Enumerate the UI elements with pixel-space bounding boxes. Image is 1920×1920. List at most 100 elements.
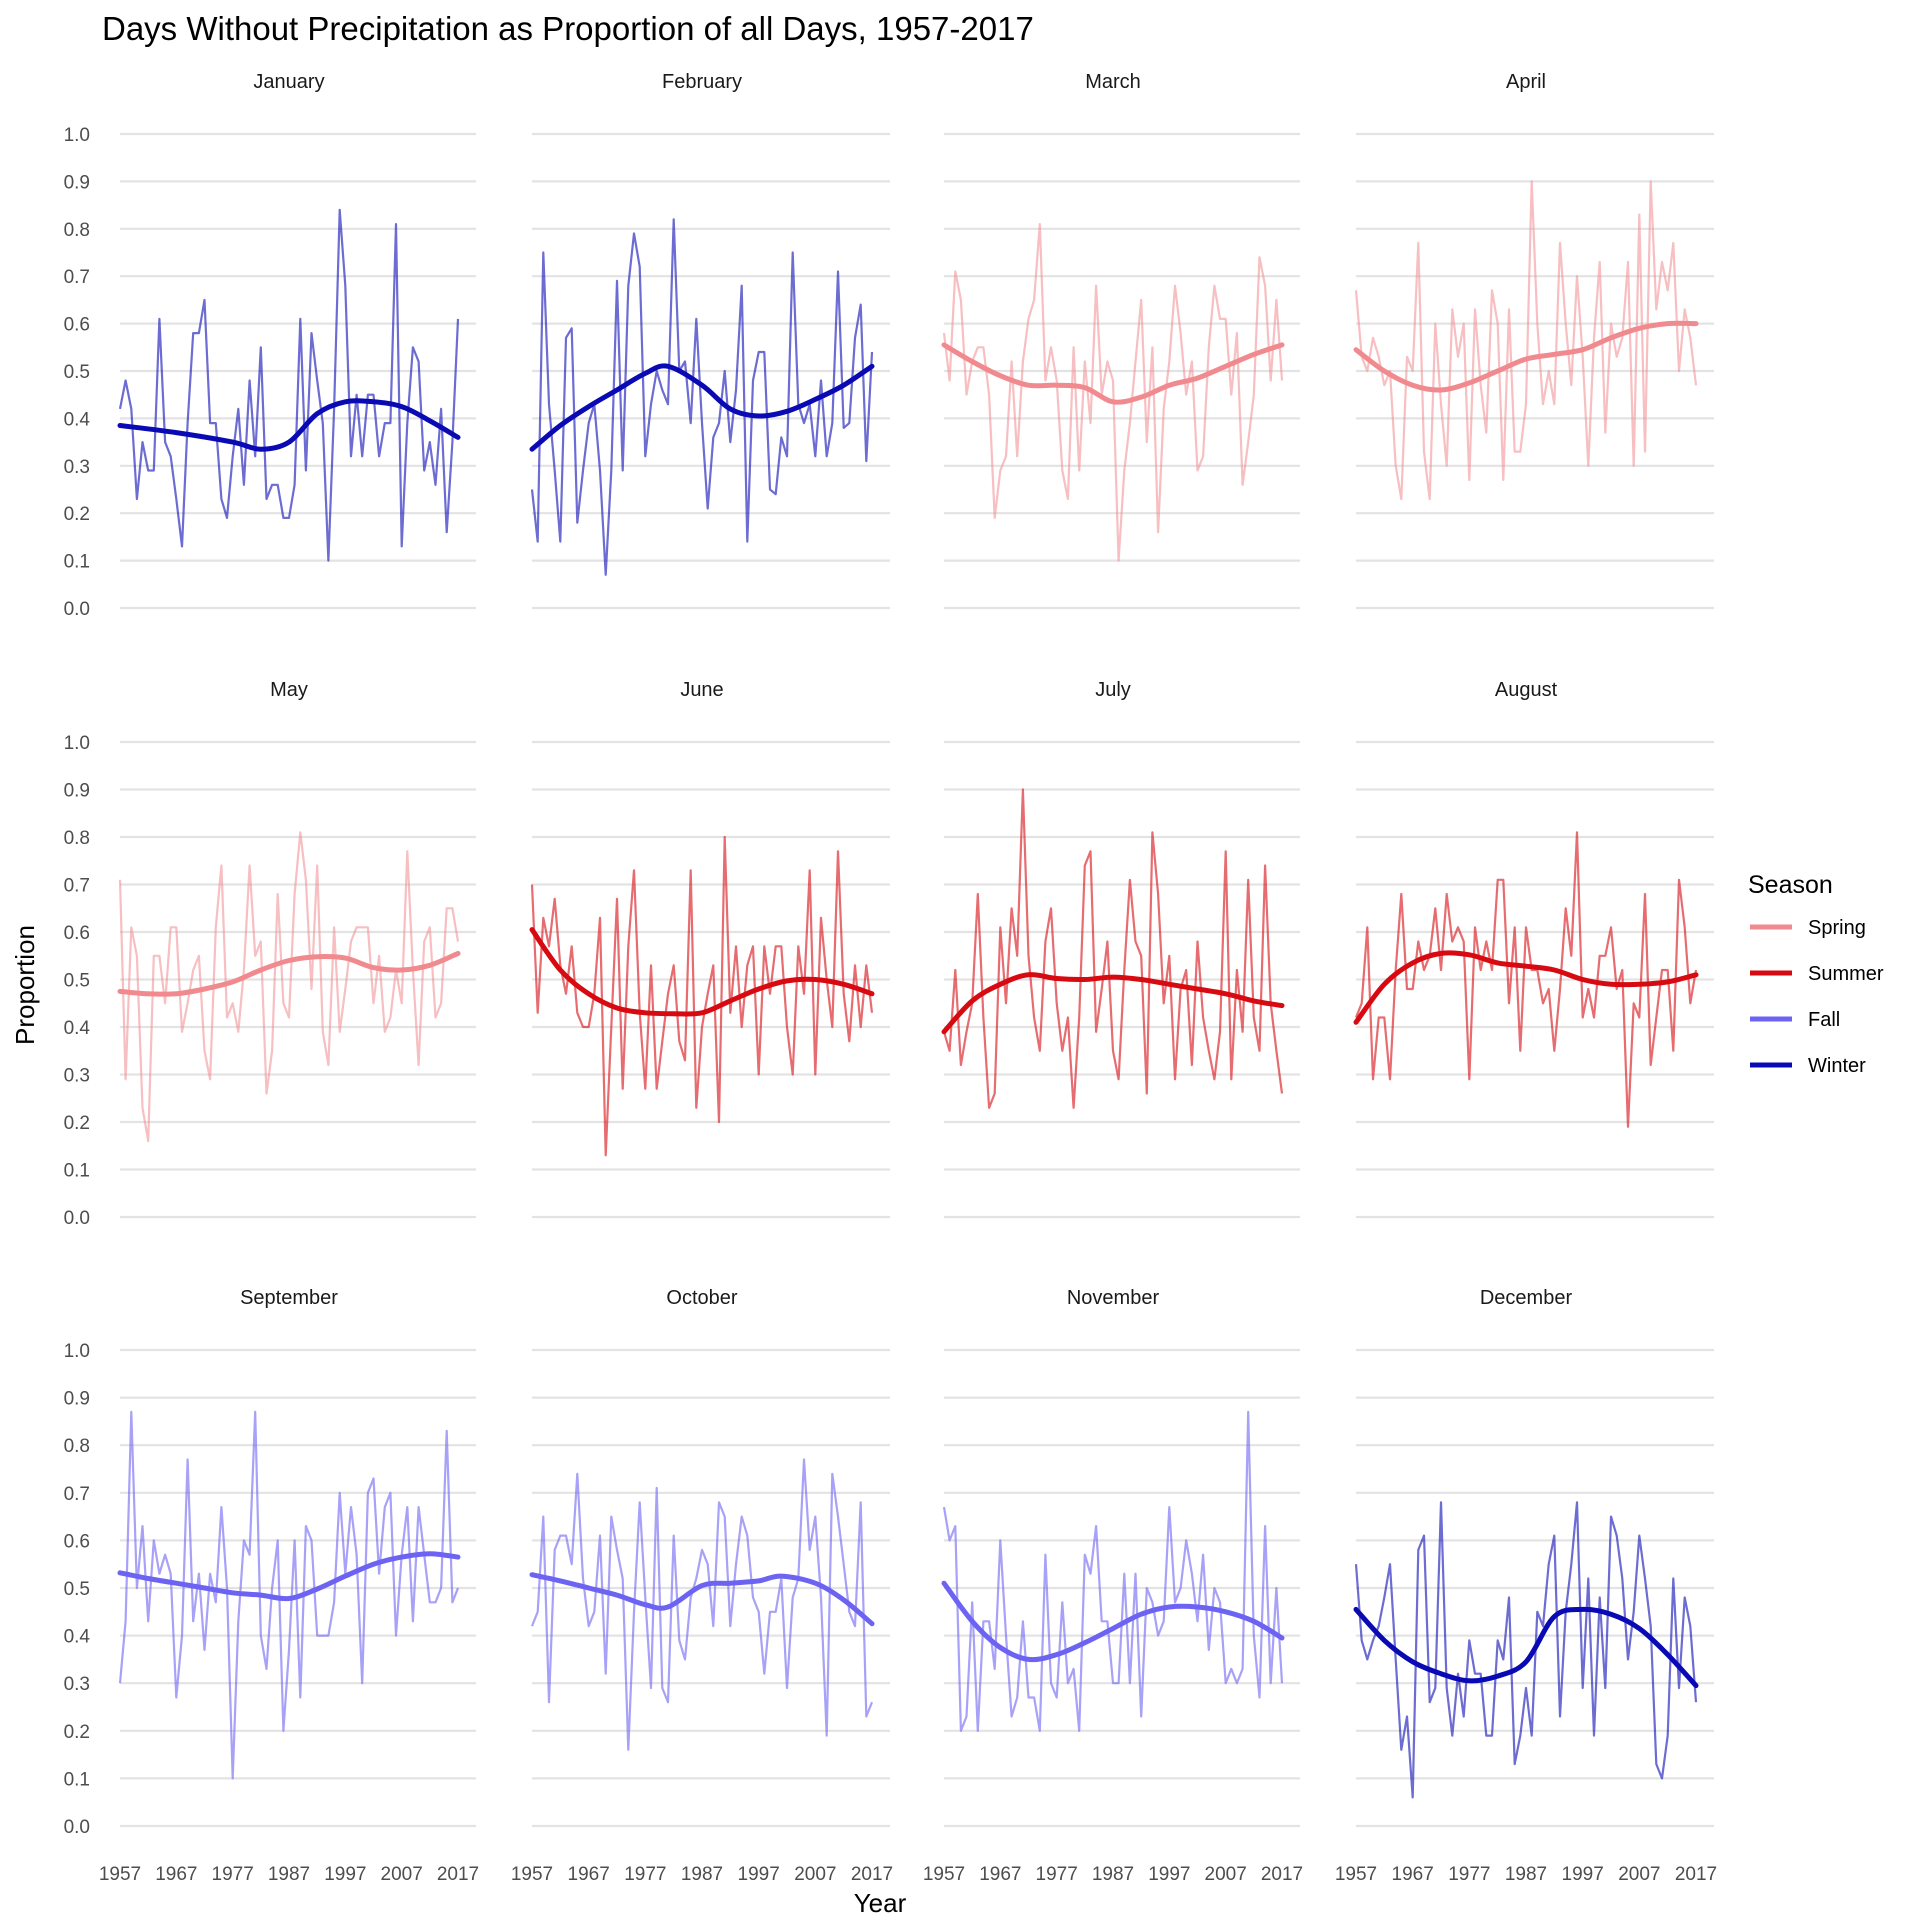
strip-label: August — [1495, 679, 1558, 701]
panels-layer: January 0.0 0.1 0.2 0.3 0.4 0.5 0.6 0.7 0.8 0.9 1.0… — [64, 71, 1718, 1885]
panel-october: October 1957 1967 1977 1987 1997 2007 2017 — [511, 1287, 893, 1885]
y-axis-title: Proportion — [10, 925, 40, 1045]
x-tick-label: 1997 — [324, 1864, 366, 1885]
x-tick-label: 2017 — [1261, 1864, 1303, 1885]
strip-label: June — [680, 679, 723, 701]
panel-april: April — [1353, 71, 1714, 610]
y-tick-label: 0.6 — [64, 1531, 90, 1552]
y-tick-label: 0.0 — [64, 1817, 90, 1838]
strip-label: April — [1506, 71, 1546, 93]
x-tick-label: 1967 — [1392, 1864, 1434, 1885]
trend-line — [529, 363, 875, 452]
y-tick-label: 0.7 — [64, 267, 90, 288]
x-tick-label: 1957 — [1335, 1864, 1377, 1885]
y-tick-label: 1.0 — [64, 1341, 90, 1362]
y-tick-label: 0.9 — [64, 172, 90, 193]
x-tick-label: 1987 — [1092, 1864, 1134, 1885]
trend-line — [1353, 950, 1699, 1025]
y-tick-label: 0.9 — [64, 781, 90, 802]
strip-label: November — [1067, 1287, 1160, 1309]
trend-line — [941, 972, 1285, 1035]
legend-title: Season — [1748, 871, 1833, 899]
strip-label: December — [1480, 1287, 1573, 1309]
x-tick-label: 2017 — [437, 1864, 479, 1885]
y-tick-label: 0.4 — [64, 409, 91, 430]
x-tick-label: 2007 — [1205, 1864, 1247, 1885]
x-tick-label: 2017 — [1675, 1864, 1717, 1885]
panel-january: January 0.0 0.1 0.2 0.3 0.4 0.5 0.6 0.7 0.8 0.9 1.0 — [64, 71, 476, 620]
strip-label: February — [662, 71, 742, 93]
panel-september: September 0.0 0.1 0.2 0.3 0.4 0.5 0.6 0.7 0.8 0.9 1… — [64, 1287, 480, 1885]
y-tick-label: 0.0 — [64, 1208, 90, 1229]
y-tick-label: 0.1 — [64, 552, 90, 573]
series-line-yearly — [530, 835, 874, 1157]
x-tick-label: 1957 — [99, 1864, 141, 1885]
trend-line — [117, 1551, 461, 1602]
series-line-yearly — [118, 208, 460, 562]
trend-line — [529, 1572, 875, 1627]
trend-line — [941, 342, 1285, 405]
legend-label-winter: Winter — [1808, 1055, 1866, 1077]
panel-july: July — [941, 679, 1300, 1219]
trend-line — [941, 1580, 1285, 1663]
y-tick-label: 0.3 — [64, 1066, 90, 1087]
panel-february: February — [529, 71, 890, 610]
y-tick-label: 1.0 — [64, 125, 90, 146]
series-line-yearly — [1354, 1501, 1698, 1799]
series-line-yearly — [1354, 180, 1698, 501]
y-tick-label: 0.5 — [64, 971, 90, 992]
legend-label-spring: Spring — [1808, 917, 1866, 939]
panel-may: May 0.0 0.1 0.2 0.3 0.4 0.5 0.6 0.7 0.8 0.9 1.0 — [64, 679, 476, 1229]
y-tick-label: 0.5 — [64, 362, 90, 383]
series-line-yearly — [530, 218, 874, 576]
trend-line — [529, 927, 875, 1017]
x-tick-label: 1967 — [979, 1864, 1021, 1885]
y-tick-label: 0.1 — [64, 1769, 90, 1790]
trend-line — [1353, 1606, 1699, 1689]
panel-december: December 1957 1967 1977 1987 1997 2007 2017 — [1335, 1287, 1717, 1885]
x-tick-label: 1977 — [1036, 1864, 1078, 1885]
y-tick-label: 0.4 — [64, 1627, 91, 1648]
y-tick-label: 0.0 — [64, 599, 90, 620]
y-tick-label: 0.3 — [64, 457, 90, 478]
legend-label-summer: Summer — [1808, 963, 1884, 985]
y-tick-label: 0.2 — [64, 1113, 90, 1134]
y-tick-label: 0.7 — [64, 876, 90, 897]
series-line-yearly — [942, 223, 1284, 562]
trend-line — [1353, 320, 1699, 393]
panel-june: June — [529, 679, 890, 1219]
y-tick-label: 0.3 — [64, 1674, 90, 1695]
x-tick-label: 2007 — [1618, 1864, 1660, 1885]
x-tick-label: 2007 — [381, 1864, 423, 1885]
trend-line — [117, 950, 461, 997]
strip-label: January — [253, 71, 324, 93]
strip-label: July — [1095, 679, 1131, 701]
strip-label: May — [270, 679, 308, 701]
strip-label: October — [666, 1287, 737, 1309]
y-tick-label: 0.1 — [64, 1161, 90, 1182]
panel-august: August — [1353, 679, 1714, 1219]
panel-november: November 1957 1967 1977 1987 1997 2007 2017 — [923, 1287, 1303, 1885]
y-tick-label: 0.7 — [64, 1484, 90, 1505]
y-tick-label: 0.6 — [64, 923, 90, 944]
x-tick-label: 1997 — [738, 1864, 780, 1885]
x-tick-label: 1977 — [1448, 1864, 1490, 1885]
legend-label-fall: Fall — [1808, 1009, 1840, 1031]
y-tick-label: 0.4 — [64, 1018, 91, 1039]
series-line-yearly — [118, 1410, 460, 1780]
x-tick-label: 1997 — [1562, 1864, 1604, 1885]
strip-label: September — [240, 1287, 338, 1309]
y-tick-label: 0.9 — [64, 1389, 90, 1410]
x-tick-label: 2007 — [794, 1864, 836, 1885]
legend: Season Spring Summer Fall Winter — [1748, 871, 1884, 1077]
y-tick-label: 0.8 — [64, 828, 90, 849]
y-tick-label: 0.6 — [64, 315, 90, 336]
y-tick-label: 0.2 — [64, 1722, 90, 1743]
series-line-yearly — [942, 788, 1284, 1109]
panel-march: March — [941, 71, 1300, 610]
y-tick-label: 0.2 — [64, 504, 90, 525]
y-tick-label: 0.5 — [64, 1579, 90, 1600]
y-tick-label: 0.8 — [64, 1436, 90, 1457]
